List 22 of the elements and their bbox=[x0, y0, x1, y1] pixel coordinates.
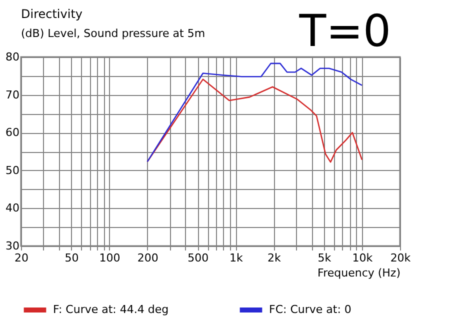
x-tick-label: 1k bbox=[229, 252, 244, 264]
x-tick-label: 10k bbox=[352, 252, 374, 264]
x-tick-label: 20 bbox=[14, 252, 28, 264]
chart-subtitle: (dB) Level, Sound pressure at 5m bbox=[21, 27, 206, 40]
chart-title: Directivity bbox=[21, 7, 83, 21]
x-tick-label: 2k bbox=[267, 252, 282, 264]
y-tick-label: 30 bbox=[6, 240, 20, 252]
y-tick-label: 40 bbox=[6, 202, 20, 215]
x-axis-title: Frequency (Hz) bbox=[318, 266, 400, 280]
y-tick-label: 50 bbox=[6, 164, 20, 177]
x-tick-label: 500 bbox=[188, 252, 209, 264]
text: T=0 bbox=[298, 6, 391, 57]
x-tick-label: 20k bbox=[390, 252, 412, 264]
y-tick-label: 80 bbox=[6, 50, 20, 64]
legend-label: F: Curve at: 44.4 deg bbox=[53, 303, 169, 316]
y-tick-label: 70 bbox=[6, 88, 20, 102]
x-tick-label: 5k bbox=[318, 252, 332, 264]
x-tick-label: 200 bbox=[137, 252, 158, 264]
x-tick-label: 100 bbox=[99, 252, 120, 264]
legend-label: FC: Curve at: 0 bbox=[269, 303, 352, 316]
x-tick-label: 50 bbox=[64, 252, 79, 264]
y-tick-label: 60 bbox=[6, 126, 20, 140]
